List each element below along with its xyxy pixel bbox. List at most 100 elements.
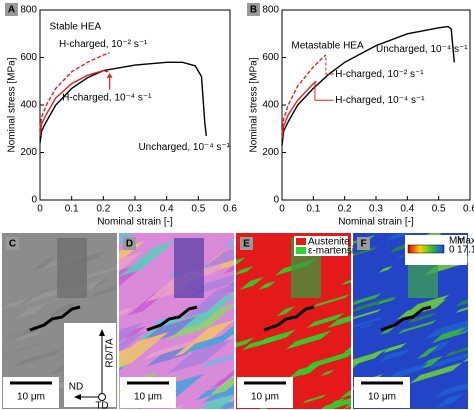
texture <box>339 390 351 399</box>
texture <box>116 256 117 257</box>
texture <box>82 266 117 280</box>
y-tick-label: 400 <box>262 100 279 111</box>
texture <box>462 384 468 389</box>
texture <box>119 322 144 343</box>
texture <box>329 397 347 406</box>
colorbar <box>407 244 445 254</box>
texture <box>210 375 233 389</box>
texture <box>383 342 407 354</box>
texture <box>88 317 102 325</box>
texture <box>455 307 468 314</box>
texture <box>14 329 43 342</box>
pillar <box>174 238 204 298</box>
texture <box>357 322 374 330</box>
texture <box>2 298 28 310</box>
x-tick-label: 0.3 <box>369 204 383 215</box>
y-tick-label: 200 <box>262 147 279 158</box>
texture <box>119 331 146 354</box>
y-tick-label: 0 <box>273 195 279 206</box>
texture <box>211 375 234 393</box>
series-label: Uncharged, 10⁻⁴ s⁻¹ <box>138 142 230 153</box>
texture <box>48 302 77 318</box>
texture <box>231 395 234 398</box>
y-axis-label: Nominal stress [MPa] <box>7 57 18 152</box>
normal-axis <box>98 393 106 401</box>
x-tick-label: 0.2 <box>96 204 110 215</box>
curve <box>281 80 317 139</box>
arrowhead <box>99 329 105 336</box>
axis-label: ND <box>69 382 83 393</box>
texture <box>200 354 234 369</box>
texture <box>88 285 117 299</box>
scale-bar-label: 10 μm <box>251 392 279 403</box>
texture <box>116 381 117 383</box>
crack <box>146 305 198 332</box>
texture <box>353 308 382 320</box>
crack <box>29 305 81 332</box>
x-tick-label: 0.4 <box>400 204 414 215</box>
texture <box>119 251 143 272</box>
curve <box>39 69 109 136</box>
panel-label: D <box>126 239 133 250</box>
legend-box <box>294 236 348 256</box>
scale-bar-label: 10 μm <box>17 392 45 403</box>
texture <box>416 345 439 359</box>
panel-label-box <box>5 3 18 16</box>
annotation: Stable HEA <box>50 21 102 32</box>
annotation: Metastable HEA <box>291 40 364 51</box>
texture <box>379 324 398 335</box>
texture <box>200 393 234 409</box>
texture <box>166 334 234 374</box>
texture <box>119 306 134 316</box>
texture <box>353 349 386 365</box>
texture <box>306 312 345 329</box>
y-tick-label: 800 <box>262 5 279 16</box>
panel-label-box <box>6 237 19 250</box>
series-label: H-charged, 10⁻⁴ s⁻¹ <box>62 93 152 104</box>
texture <box>434 382 468 399</box>
texture <box>119 332 169 367</box>
colorbar-value: 17.1 <box>457 245 474 256</box>
texture <box>321 397 351 409</box>
x-tick-label: 0.6 <box>223 204 237 215</box>
texture <box>236 337 255 348</box>
colorbar-label: Min <box>449 236 465 247</box>
texture <box>202 248 234 270</box>
texture <box>242 334 281 351</box>
texture <box>195 386 222 401</box>
texture <box>14 341 44 353</box>
legend-label: ε-martensite <box>308 246 363 257</box>
pillar <box>57 238 87 298</box>
series-label: H-charged, 10⁻² s⁻¹ <box>59 39 148 50</box>
texture <box>119 240 177 277</box>
texture <box>0 389 2 400</box>
legend-swatch <box>296 247 306 254</box>
texture <box>434 392 466 409</box>
texture <box>31 256 57 271</box>
texture <box>321 369 335 377</box>
texture <box>223 239 234 249</box>
texture <box>353 246 379 257</box>
x-tick-label: 0 <box>279 204 285 215</box>
texture <box>424 319 468 340</box>
texture <box>119 241 145 263</box>
x-tick-label: 0.6 <box>463 204 474 215</box>
texture <box>15 302 48 319</box>
crack <box>380 305 432 332</box>
texture <box>3 329 25 342</box>
texture <box>93 278 109 287</box>
texture <box>276 306 296 317</box>
curve <box>39 52 110 129</box>
texture <box>302 394 327 404</box>
crack <box>263 305 315 332</box>
panel-label-box <box>357 237 370 250</box>
texture <box>378 265 393 273</box>
arrowhead <box>74 394 81 400</box>
axis-label: RD/TA <box>105 338 116 368</box>
y-tick-label: 600 <box>262 52 279 63</box>
texture <box>343 402 351 409</box>
texture <box>301 363 322 376</box>
texture <box>407 312 437 324</box>
texture <box>182 332 234 354</box>
